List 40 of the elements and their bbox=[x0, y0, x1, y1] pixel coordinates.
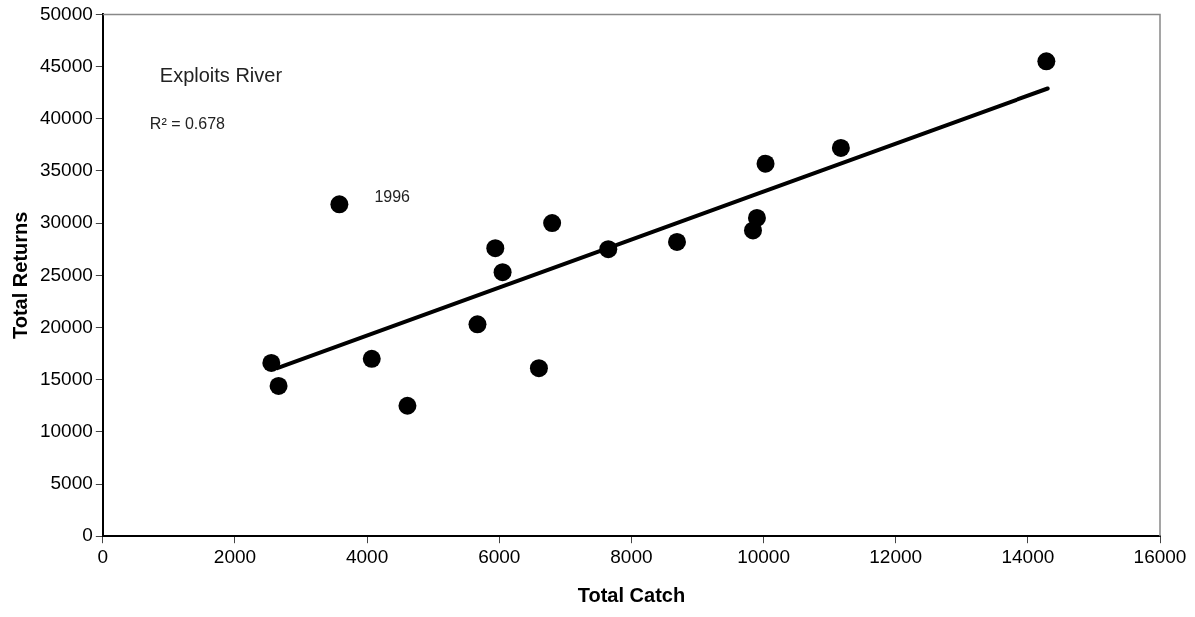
point bbox=[330, 195, 349, 214]
y-tick-label: 10000 bbox=[39, 420, 93, 442]
x-tick-label: 0 bbox=[97, 545, 109, 567]
x-tick-label: 6000 bbox=[478, 545, 521, 567]
y-axis-title: Total Returns bbox=[8, 211, 31, 340]
point bbox=[1037, 52, 1056, 71]
point bbox=[262, 353, 281, 372]
x-tick-label: 12000 bbox=[869, 545, 923, 567]
annotation: Exploits River bbox=[159, 63, 283, 86]
annotation: 1996 bbox=[374, 187, 411, 205]
point bbox=[747, 208, 766, 227]
y-tick-label: 40000 bbox=[39, 106, 93, 128]
x-axis-title: Total Catch bbox=[577, 583, 686, 606]
point bbox=[468, 315, 487, 334]
x-tick-label: 14000 bbox=[1001, 545, 1055, 567]
annotation: R² = 0.678 bbox=[149, 114, 226, 132]
y-tick-label: 5000 bbox=[50, 472, 93, 494]
point bbox=[668, 232, 687, 251]
y-tick-label: 50000 bbox=[39, 2, 93, 24]
x-tick-label: 10000 bbox=[737, 545, 790, 567]
y-tick-label: 20000 bbox=[39, 315, 93, 337]
y-tick-label: 35000 bbox=[39, 159, 93, 181]
point bbox=[398, 396, 417, 415]
point bbox=[543, 214, 562, 233]
point bbox=[756, 154, 775, 173]
point bbox=[493, 263, 512, 282]
x-tick-label: 16000 bbox=[1133, 545, 1187, 567]
point bbox=[269, 376, 288, 395]
y-tick-label: 30000 bbox=[39, 211, 93, 233]
point bbox=[362, 349, 381, 368]
y-tick-label: 25000 bbox=[39, 263, 93, 285]
y-tick-label: 0 bbox=[82, 524, 93, 546]
point bbox=[529, 359, 548, 378]
y-tick-label: 45000 bbox=[39, 54, 93, 76]
x-tick-label: 4000 bbox=[345, 545, 389, 567]
x-tick-label: 2000 bbox=[213, 545, 257, 567]
x-tick-label: 8000 bbox=[610, 545, 653, 567]
point bbox=[486, 239, 505, 258]
y-tick-label: 15000 bbox=[39, 367, 93, 389]
point bbox=[831, 138, 850, 157]
